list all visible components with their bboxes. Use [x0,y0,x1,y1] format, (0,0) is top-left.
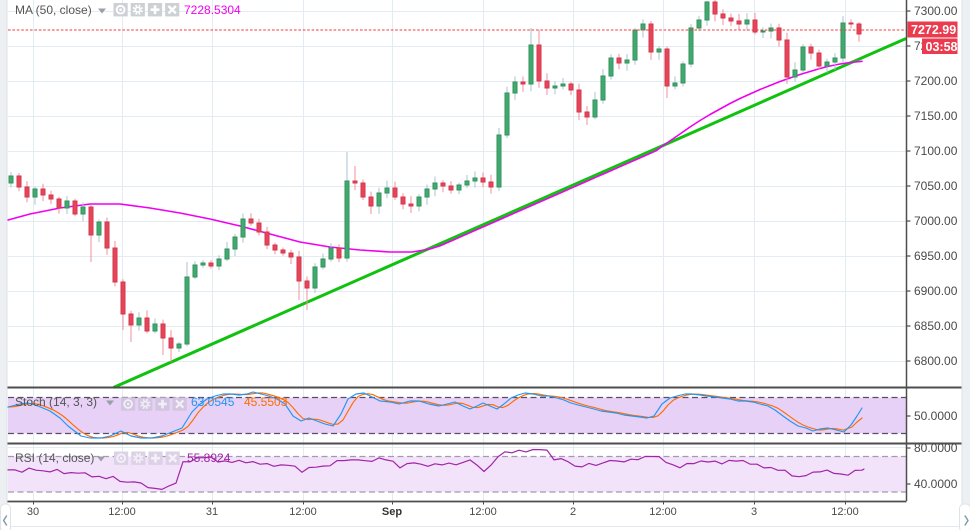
svg-text:12:00: 12:00 [108,506,136,518]
svg-text:RSI (14, close): RSI (14, close) [15,451,94,465]
svg-text:50.0000: 50.0000 [914,409,958,423]
svg-text:7300.00: 7300.00 [914,4,958,18]
svg-text:45.5503: 45.5503 [244,395,288,409]
svg-text:7050.00: 7050.00 [914,179,958,193]
svg-text:12:00: 12:00 [831,506,859,518]
svg-text:03:58: 03:58 [926,40,958,54]
svg-text:6800.00: 6800.00 [914,354,958,368]
svg-text:80.0000: 80.0000 [914,441,958,455]
svg-text:12:00: 12:00 [469,506,497,518]
svg-text:7228.5304: 7228.5304 [184,3,241,17]
svg-text:MA (50, close): MA (50, close) [15,3,92,17]
svg-text:40.0000: 40.0000 [914,477,958,491]
svg-text:7000.00: 7000.00 [914,214,958,228]
svg-text:12:00: 12:00 [649,506,677,518]
svg-text:2: 2 [570,506,576,518]
svg-text:30: 30 [27,506,39,518]
svg-text:6950.00: 6950.00 [914,249,958,263]
svg-text:7200.00: 7200.00 [914,74,958,88]
svg-text:6850.00: 6850.00 [914,319,958,333]
svg-text:7272.99: 7272.99 [911,23,956,37]
svg-text:Stoch (14, 3, 3): Stoch (14, 3, 3) [15,395,97,409]
svg-text:31: 31 [206,506,218,518]
svg-text:3: 3 [751,506,757,518]
svg-text:12:00: 12:00 [289,506,317,518]
svg-text:55.8924: 55.8924 [187,451,231,465]
svg-text:7150.00: 7150.00 [914,109,958,123]
svg-text:7100.00: 7100.00 [914,144,958,158]
svg-text:Sep: Sep [382,506,402,518]
svg-text:6900.00: 6900.00 [914,284,958,298]
svg-text:63.0545: 63.0545 [191,395,235,409]
